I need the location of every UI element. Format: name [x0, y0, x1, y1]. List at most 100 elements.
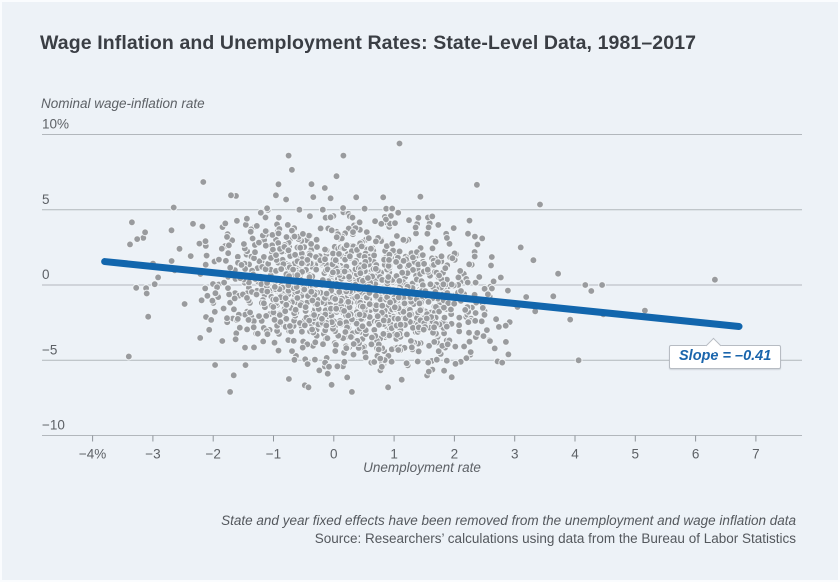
- data-point: [477, 317, 486, 326]
- data-point: [400, 299, 409, 308]
- data-point: [581, 281, 590, 289]
- data-point: [327, 380, 336, 389]
- data-point: [478, 234, 487, 243]
- data-point: [344, 297, 353, 306]
- data-point: [329, 268, 337, 277]
- data-point: [384, 383, 393, 392]
- data-point: [451, 359, 460, 368]
- data-point: [356, 269, 365, 278]
- data-point: [443, 234, 451, 242]
- data-point: [199, 178, 208, 186]
- data-point: [465, 337, 474, 346]
- data-point: [360, 204, 369, 213]
- x-tick-label: 6: [692, 447, 700, 462]
- data-point: [439, 280, 448, 289]
- data-point: [486, 337, 494, 346]
- data-point: [364, 234, 373, 243]
- data-point: [307, 287, 316, 296]
- x-tick-label: −4%: [79, 447, 106, 462]
- data-point: [413, 357, 422, 366]
- data-point: [241, 343, 249, 352]
- data-point: [455, 321, 464, 330]
- data-point: [402, 359, 411, 368]
- data-point: [418, 251, 427, 260]
- data-point: [504, 350, 513, 359]
- data-point: [465, 328, 473, 337]
- data-point: [390, 303, 399, 312]
- data-point: [270, 315, 279, 324]
- data-point: [379, 193, 388, 202]
- data-point: [142, 289, 151, 298]
- data-point: [479, 332, 488, 341]
- data-point: [480, 284, 489, 293]
- data-point: [207, 316, 216, 324]
- data-point: [226, 263, 235, 272]
- data-point: [455, 313, 464, 322]
- slope-label: Slope = –0.41: [679, 348, 772, 364]
- data-point: [260, 253, 268, 261]
- data-point: [587, 287, 596, 295]
- data-point: [332, 233, 341, 242]
- x-tick-label: −1: [266, 447, 281, 462]
- data-point: [293, 294, 302, 302]
- data-point: [286, 322, 294, 330]
- data-point: [373, 312, 382, 321]
- data-point: [419, 325, 428, 334]
- data-point: [434, 347, 443, 356]
- data-point: [456, 267, 465, 275]
- data-point: [237, 261, 246, 269]
- data-point: [340, 357, 349, 366]
- data-point: [230, 294, 239, 303]
- data-point: [357, 242, 366, 251]
- data-point: [342, 241, 351, 250]
- data-point: [308, 325, 317, 334]
- y-tick-label: −10: [42, 418, 65, 433]
- data-point: [492, 315, 501, 324]
- data-point: [255, 312, 263, 321]
- data-point: [426, 280, 435, 289]
- data-point: [434, 258, 442, 267]
- data-point: [437, 252, 446, 261]
- data-point: [405, 311, 414, 319]
- data-point: [307, 240, 316, 248]
- data-point: [124, 352, 133, 361]
- data-point: [432, 355, 441, 364]
- data-point: [378, 301, 387, 310]
- data-point: [304, 383, 313, 392]
- data-point: [502, 338, 510, 346]
- data-point: [319, 340, 327, 349]
- data-point: [331, 295, 340, 303]
- data-point: [425, 341, 434, 350]
- data-point: [339, 151, 348, 160]
- data-point: [346, 252, 354, 261]
- data-point: [298, 327, 306, 336]
- data-point: [282, 300, 291, 309]
- data-point: [463, 278, 472, 287]
- data-point: [415, 299, 424, 308]
- data-point: [487, 253, 496, 261]
- data-point: [475, 273, 484, 281]
- data-point: [318, 314, 326, 323]
- data-point: [246, 308, 255, 317]
- data-point: [598, 281, 606, 289]
- data-point: [248, 234, 257, 243]
- data-point: [473, 180, 481, 189]
- data-point: [343, 373, 352, 382]
- data-point: [516, 243, 525, 252]
- data-point: [332, 304, 341, 313]
- data-point: [365, 300, 374, 309]
- data-point: [132, 283, 141, 292]
- data-point: [300, 285, 309, 294]
- data-point: [326, 213, 335, 222]
- data-point: [205, 325, 214, 334]
- data-point: [498, 358, 507, 367]
- data-point: [288, 165, 296, 174]
- data-point: [487, 261, 495, 270]
- data-point: [451, 342, 460, 351]
- data-point: [272, 191, 280, 200]
- y-tick-label: −5: [42, 342, 57, 357]
- data-point: [416, 306, 425, 315]
- data-point: [407, 343, 416, 352]
- data-point: [198, 222, 207, 231]
